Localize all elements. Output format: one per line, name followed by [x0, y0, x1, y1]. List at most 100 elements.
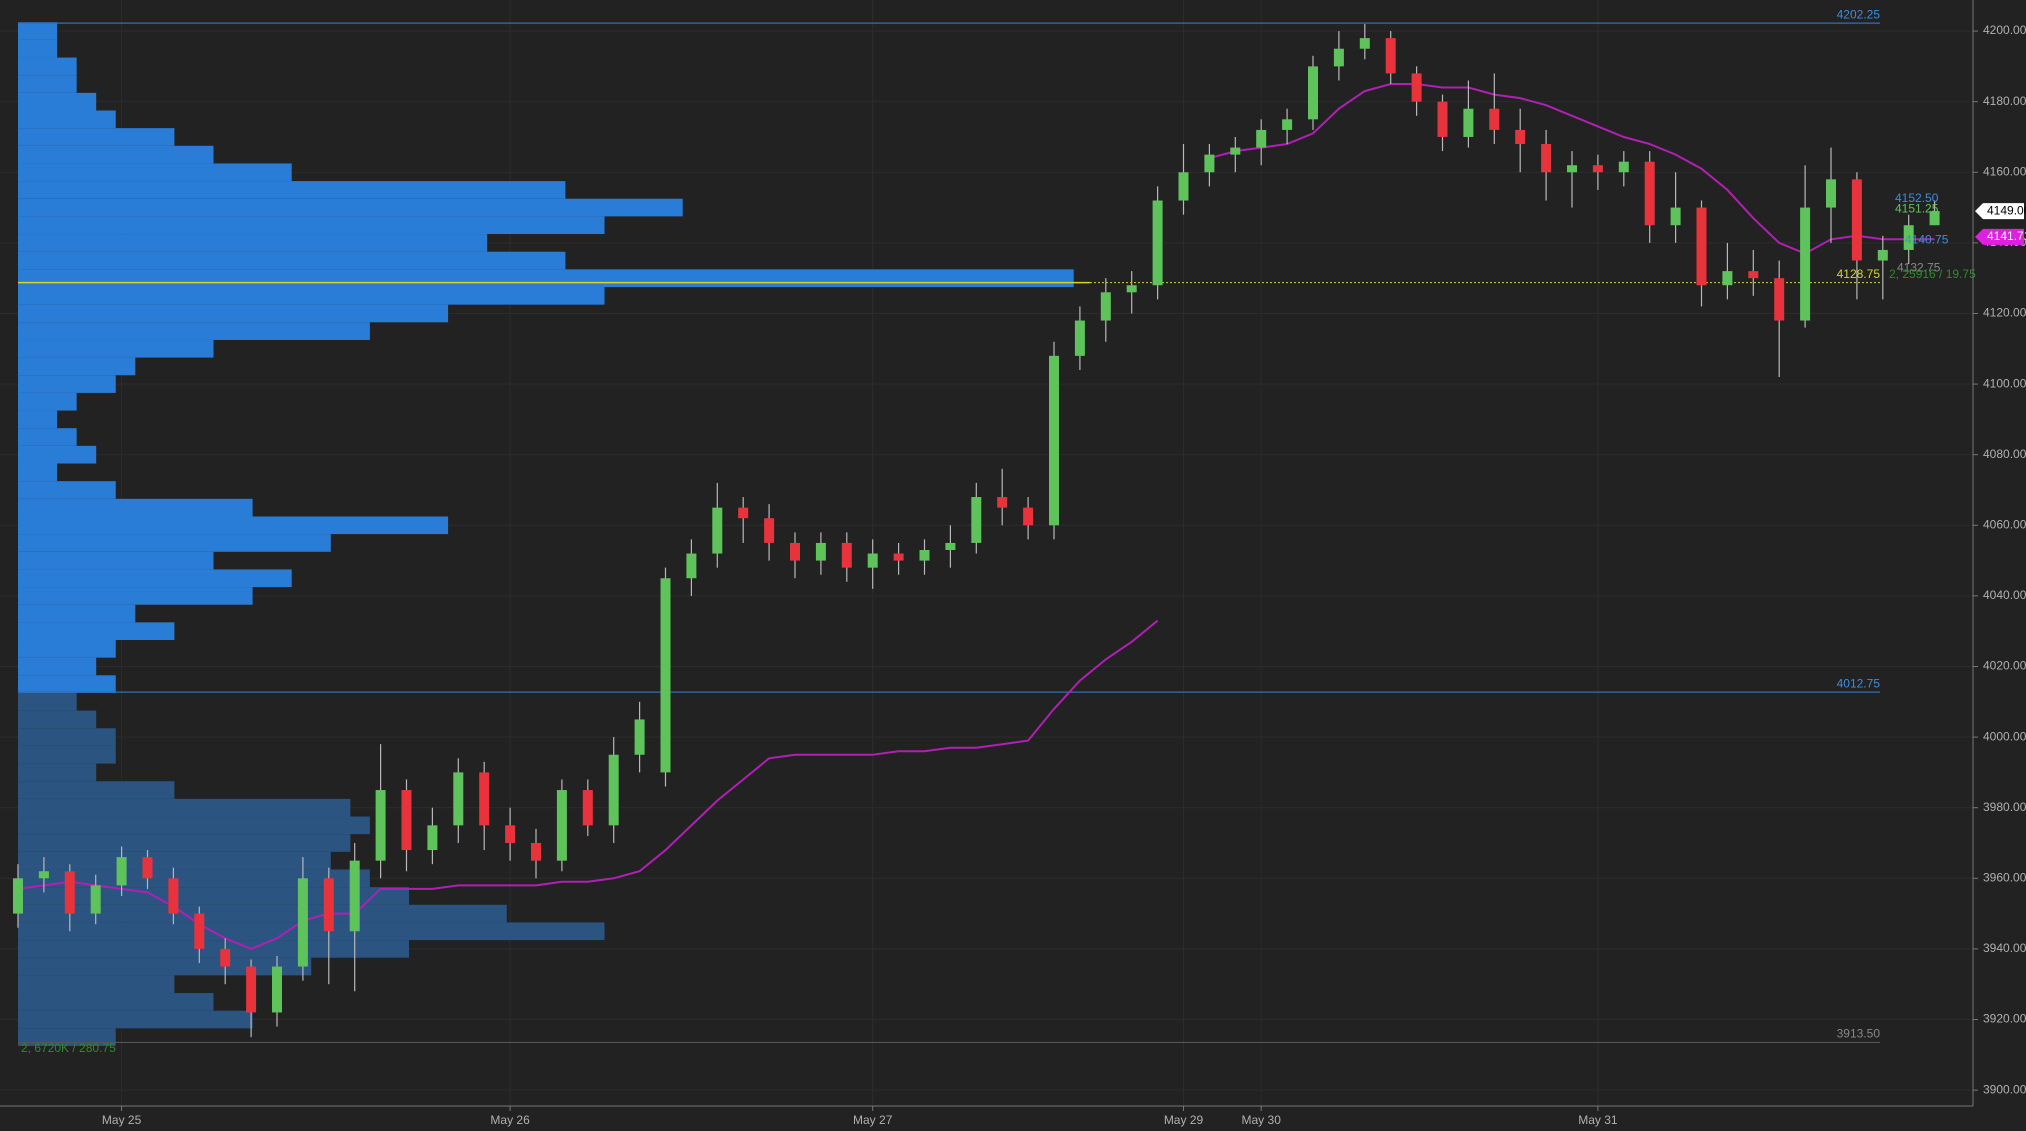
level-label: 4128.75 [1837, 267, 1881, 281]
candle-body [142, 857, 153, 879]
profile-bar [18, 410, 58, 429]
x-tick-label: May 26 [490, 1113, 530, 1127]
candle-body [1515, 129, 1526, 145]
y-tick-label: 4060.00 [1983, 517, 2026, 531]
candle-body [1696, 207, 1707, 286]
profile-bar [18, 869, 370, 888]
candle-body [945, 542, 956, 550]
y-tick-label: 4000.00 [1983, 729, 2026, 743]
candle-body [1178, 172, 1189, 201]
candle-body [116, 857, 127, 886]
candle-body [1929, 211, 1940, 226]
candle-body [1592, 165, 1603, 173]
profile-bar [18, 728, 116, 746]
profile-bar [18, 640, 116, 658]
profile-bar [18, 198, 683, 217]
level-label: 4202.25 [1837, 7, 1881, 21]
candle-body [64, 871, 75, 914]
note: 2, 25916 / 19.75 [1889, 267, 1976, 281]
candle-body [194, 913, 205, 949]
profile-bar [18, 481, 116, 499]
candle-body [738, 507, 749, 519]
profile-bar [18, 304, 449, 323]
candle-body [1411, 73, 1422, 102]
profile-bar [18, 375, 116, 393]
vwap-line [17, 83, 1935, 950]
profile-bar [18, 781, 175, 799]
profile-bar [18, 587, 253, 605]
vwap-label: 4141.71 [1987, 229, 2026, 243]
profile-bar [18, 1028, 116, 1046]
candle-body [246, 966, 257, 1013]
candle-body [1023, 507, 1034, 526]
candle-body [1618, 161, 1629, 173]
profile-bar [18, 110, 116, 129]
candle-body [1152, 200, 1163, 286]
candle-body [1385, 38, 1396, 74]
candle-body [1308, 66, 1318, 120]
candle-body [712, 507, 723, 554]
profile-bar [18, 957, 312, 976]
candle-body [582, 790, 593, 826]
candle-body [790, 542, 800, 561]
price-label: 4140.75 [1905, 232, 1949, 246]
profile-bar [18, 904, 507, 923]
y-tick-label: 3980.00 [1983, 800, 2026, 814]
x-tick-label: May 29 [1164, 1113, 1204, 1127]
candle-body [13, 878, 23, 914]
profile-bar [18, 657, 97, 676]
y-tick-label: 3920.00 [1983, 1012, 2026, 1026]
candle-body [505, 825, 516, 844]
y-tick-label: 4180.00 [1983, 94, 2026, 108]
candle-body [919, 549, 930, 561]
profile-bar [18, 922, 605, 941]
candle-body [1774, 278, 1785, 321]
profile-bar [18, 128, 175, 146]
y-tick-label: 3940.00 [1983, 941, 2026, 955]
y-tick-label: 4200.00 [1983, 23, 2026, 37]
y-tick-label: 4120.00 [1983, 306, 2026, 320]
x-tick-label: May 31 [1578, 1113, 1618, 1127]
profile-bar [18, 975, 175, 994]
candle-body [1282, 119, 1293, 130]
profile-bar [18, 428, 77, 446]
candle-body [1644, 161, 1655, 226]
candle-body [90, 885, 101, 914]
profile-bar [18, 692, 77, 711]
profile-bar [18, 57, 77, 76]
x-tick-label: May 25 [102, 1113, 142, 1127]
y-tick-label: 4040.00 [1983, 588, 2026, 602]
vwap-badge [1975, 228, 2024, 245]
candle-body [1359, 38, 1370, 49]
y-tick-label: 4160.00 [1983, 164, 2026, 178]
profile-bar [18, 993, 214, 1011]
candle-body [297, 878, 308, 967]
profile-bar [18, 851, 331, 870]
price-label: 4152.50 [1895, 191, 1939, 205]
profile-bar [18, 1010, 253, 1029]
profile-bar [18, 216, 605, 235]
candle-body [479, 772, 490, 826]
candle-body [401, 790, 412, 851]
y-tick-label: 3900.00 [1983, 1082, 2026, 1096]
candle-body [1100, 292, 1111, 321]
profile-bar [18, 798, 351, 817]
profile-bar [18, 622, 175, 641]
candle-body [997, 497, 1008, 508]
candle-body [686, 553, 697, 579]
profile-bar [18, 710, 97, 729]
note: 2, 6720K / 280.75 [21, 1041, 116, 1055]
price-label: 4151.25 [1895, 201, 1939, 215]
candle-body [1541, 144, 1552, 173]
profile-bar [18, 251, 566, 270]
candle-body [1463, 108, 1474, 137]
candle-body [1333, 48, 1344, 67]
profile-bar [18, 145, 214, 164]
candle-body [1049, 355, 1059, 526]
candle-body [660, 578, 671, 773]
last-price-label: 4149.00 [1987, 203, 2026, 217]
profile-bar [18, 763, 97, 782]
candle-body [815, 542, 826, 561]
